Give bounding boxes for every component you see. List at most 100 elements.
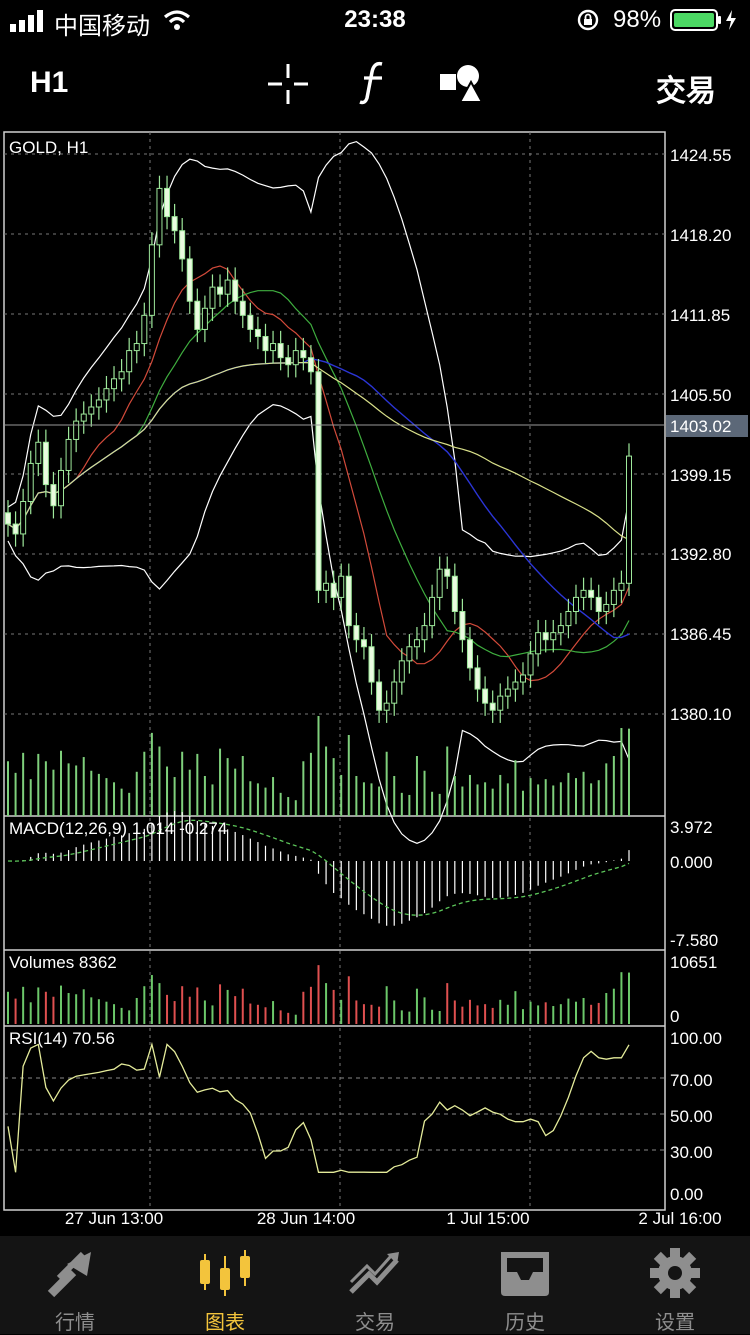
candle [270,343,277,352]
chart-grid [4,132,665,1210]
tab-settings[interactable]: 设置 [600,1236,750,1334]
candle [626,455,632,584]
candle [368,646,375,683]
candle [141,314,148,345]
candle [459,611,466,641]
tab-history[interactable]: 历史 [450,1236,600,1334]
candle [497,695,504,711]
volume-tick: 0 [670,1007,679,1026]
rsi-tick: 50.00 [670,1107,713,1126]
candle [429,596,436,627]
candle [156,187,163,246]
indicators-icon[interactable] [356,60,392,106]
candle [323,582,330,591]
candle [466,639,473,669]
signal-icon [10,10,43,32]
candle [80,413,87,422]
candle [527,653,534,676]
macd-histogram [7,811,630,926]
candle [345,575,352,627]
rsi-line [7,1041,630,1173]
candle [413,639,420,648]
candle [451,575,458,613]
candle [421,625,428,641]
candle [595,596,602,613]
tab-chart[interactable]: 图表 [150,1236,300,1334]
candle [118,371,125,380]
candle [111,378,118,390]
timeframe-button[interactable]: H1 [30,66,69,99]
candle [254,328,261,337]
candle [103,388,110,401]
macd-signal [7,819,630,916]
volume-bars [7,965,630,1024]
price-tick: 1405.50 [670,386,731,405]
chart-title: GOLD, H1 [9,138,88,157]
tab-trade[interactable]: 交易 [300,1236,450,1334]
trade-button[interactable]: 交易 [656,75,716,108]
chart-toolbar: H1 交易 [0,50,750,120]
clock: 23:38 [344,6,406,33]
candle [300,350,307,359]
candles [5,175,632,723]
candle [95,399,102,408]
candle [133,343,140,352]
price-tick: 1399.15 [670,466,731,485]
objects-icon[interactable] [438,62,484,104]
candle [65,438,72,471]
time-tick: 28 Jun 14:00 [257,1209,355,1228]
current-price: 1403.02 [670,417,731,436]
candle [338,575,345,598]
candle [565,611,572,627]
candle [588,589,595,598]
candle [519,674,526,683]
price-chart[interactable]: GOLD, H1 MACD(12,26,9) 1.014 -0.274 Volu… [0,128,750,1236]
wifi-icon [163,10,191,30]
macd-tick: -7.580 [670,931,718,950]
candle [239,300,246,316]
time-tick: 2 Jul 16:00 [638,1209,721,1228]
main-volume-bars [7,716,630,816]
status-bar: 中国移动 23:38 98% [0,0,750,40]
volumes-label: Volumes 8362 [9,953,117,972]
candle [27,462,34,503]
candle [550,632,557,641]
candle [209,286,216,309]
price-tick: 1411.85 [670,306,730,325]
candle [292,350,299,366]
price-tick: 1380.10 [670,705,731,724]
macd-tick: 3.972 [670,818,713,837]
candle [277,343,284,359]
price-tick: 1392.80 [670,545,731,564]
upper-band [7,140,630,558]
candle [194,300,201,330]
settings-icon [650,1248,700,1298]
candle [5,512,11,525]
candle [247,314,254,330]
candle [20,501,27,535]
battery-percent: 98% [613,6,662,33]
candle [512,681,519,690]
rsi-line [4,1041,665,1173]
tab-quotes[interactable]: 行情 [0,1236,150,1334]
candle [58,469,65,507]
carrier-name: 中国移动 [54,13,150,40]
macd-label: MACD(12,26,9) 1.014 -0.274 [9,819,227,838]
chart-icon [200,1250,250,1296]
tab-label: 交易 [355,1312,395,1334]
candle [88,406,95,415]
time-tick: 27 Jun 13:00 [65,1209,163,1228]
candle [148,244,155,316]
candle [126,350,133,373]
candle [307,357,314,373]
candle [603,603,610,613]
candle [610,589,617,605]
candle [383,702,390,711]
price-tick: 1418.20 [670,226,731,245]
crosshair-icon[interactable] [266,62,310,106]
quotes-icon [47,1251,91,1298]
candle [360,639,367,648]
orientation-lock-icon [577,9,599,31]
candle [50,484,57,507]
tab-label: 设置 [655,1312,695,1334]
